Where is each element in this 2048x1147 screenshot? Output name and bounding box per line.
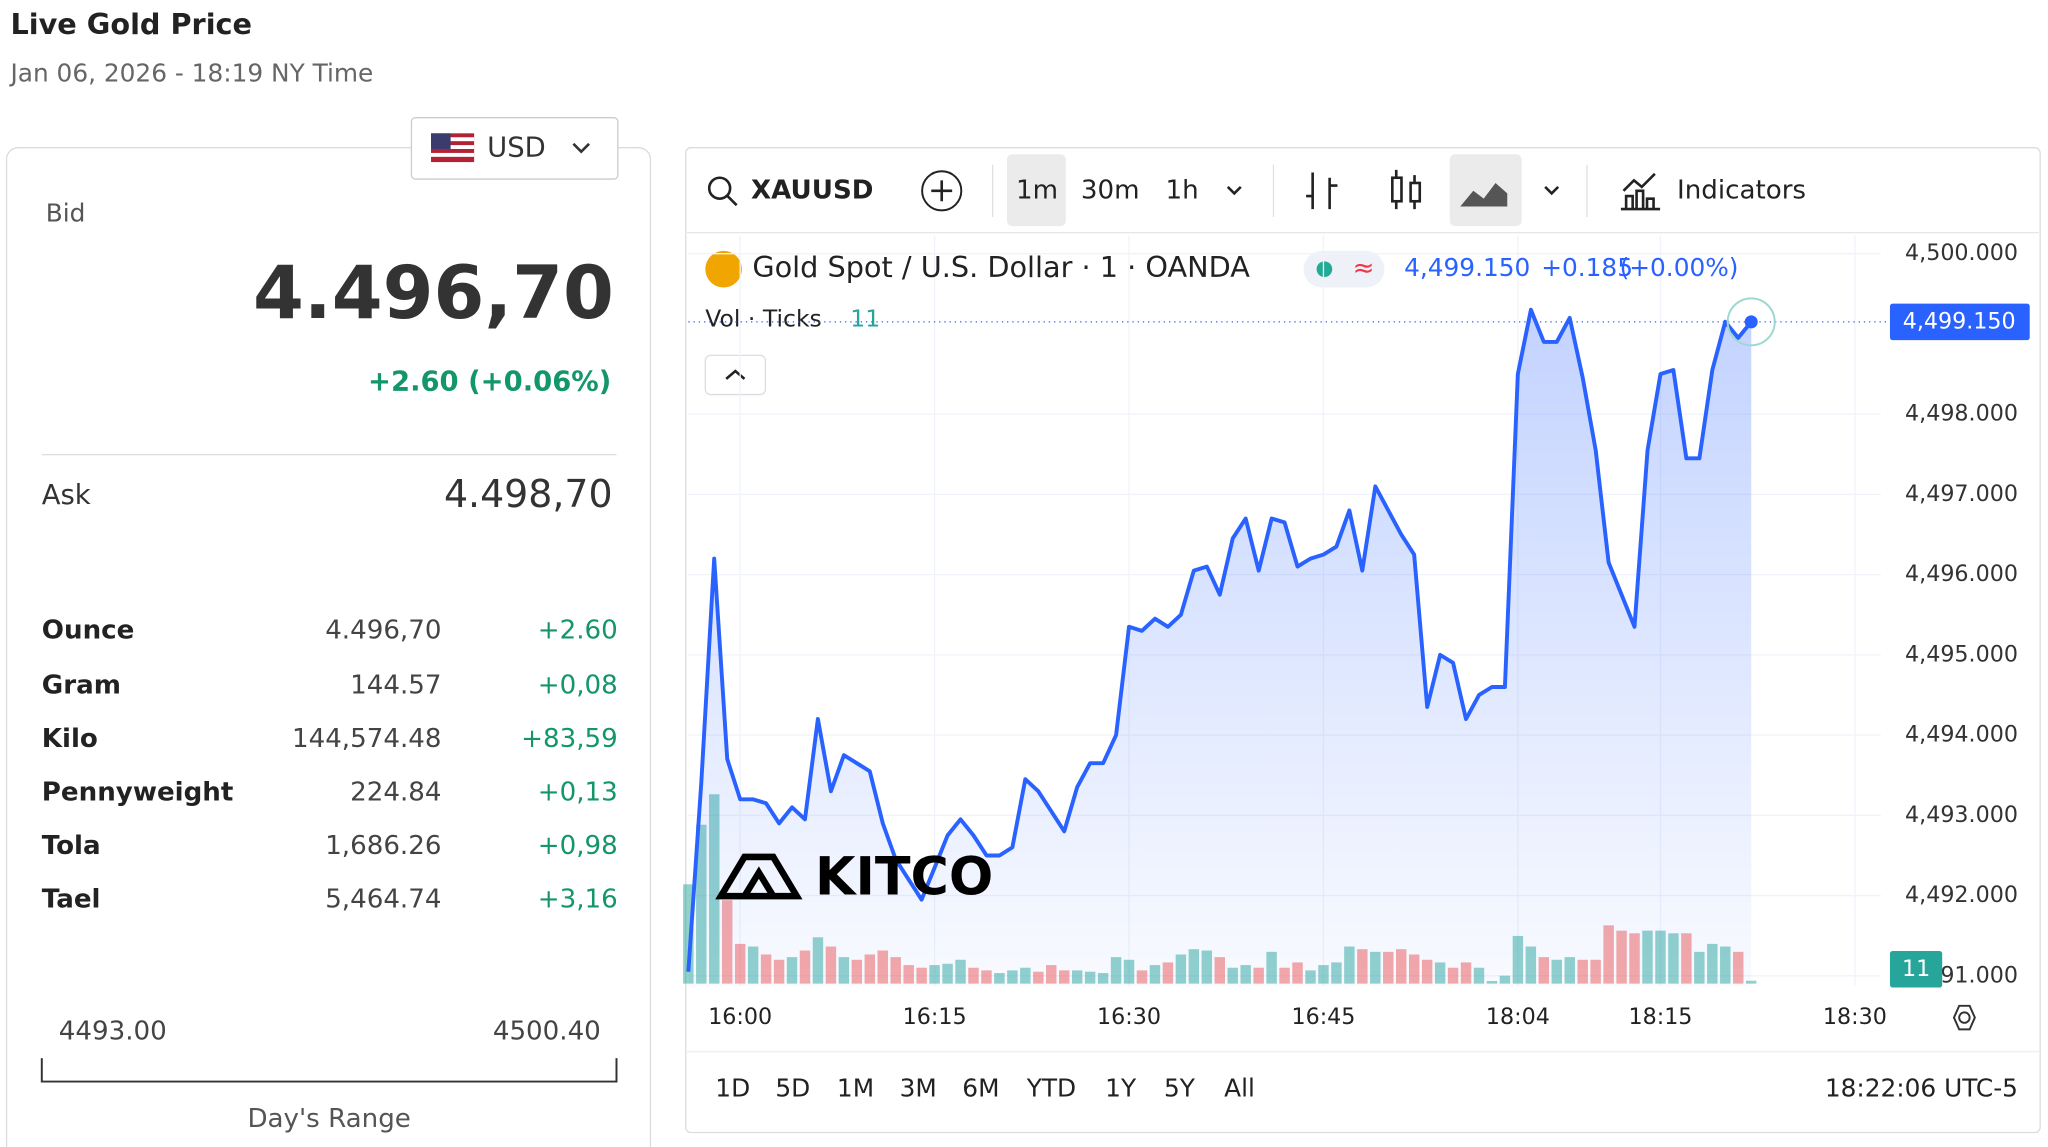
flag (431, 133, 475, 163)
unit-name: Gram (42, 670, 121, 700)
unit-name: Tola (42, 831, 101, 861)
unit-price: 144.57 (350, 670, 441, 700)
unit-price: 144,574.48 (292, 724, 442, 754)
y-tick-label: 4,497.000 (1905, 481, 2018, 507)
y-tick-label: 4,492.000 (1905, 882, 2018, 908)
unit-price: 4.496,70 (325, 615, 441, 645)
x-tick-label: 16:45 (1291, 1004, 1355, 1030)
last-price: 4,499.150 (1404, 253, 1530, 282)
indicators[interactable]: Indicators (1677, 175, 1806, 205)
range-button[interactable]: 5D (775, 1073, 810, 1102)
x-tick-label: 16:30 (1097, 1004, 1161, 1030)
delay-icon: ≈ (1353, 254, 1375, 284)
currency-select[interactable] (410, 117, 619, 180)
range-button[interactable]: 1M (837, 1073, 874, 1102)
interval[interactable]: 1h (1165, 175, 1198, 205)
unit-name: Kilo (42, 724, 98, 754)
range-button[interactable]: 1D (715, 1073, 750, 1102)
price-badge-label: 4,499.150 (1903, 308, 2016, 334)
interval[interactable]: 1m (1016, 175, 1058, 205)
y-tick-label: 4,500.000 (1905, 240, 2018, 266)
range-bracket (40, 1058, 618, 1083)
price-panel (5, 147, 652, 1147)
ask-price: 4.498,70 (444, 472, 613, 516)
unit-price: 5,464.74 (325, 885, 441, 915)
change-pct: (+0.00%) (1620, 253, 1739, 282)
change: +0.185 (1541, 253, 1633, 282)
chevron (572, 142, 590, 154)
range-button[interactable]: 1Y (1105, 1073, 1137, 1102)
y-tick-label: 4,495.000 (1905, 641, 2018, 667)
range-low: 4493.00 (59, 1016, 167, 1046)
interval[interactable]: 30m (1081, 175, 1140, 205)
area-icon (1460, 182, 1508, 207)
symbol: XAUUSD (751, 175, 873, 205)
chart-type-active (1449, 154, 1522, 227)
price-badge (1889, 303, 2030, 341)
y-tick-label: 4,496.000 (1905, 561, 2018, 587)
volume-badge (1889, 950, 1943, 988)
last-point-ring (1726, 297, 1776, 347)
x-tick-label: 18:04 (1486, 1004, 1550, 1030)
x-tick-label: 18:15 (1628, 1004, 1692, 1030)
watermark-logo (715, 853, 803, 900)
unit-change: +0,98 (538, 831, 618, 861)
collapse-button[interactable] (704, 354, 767, 396)
x-tick-label: 16:00 (708, 1004, 772, 1030)
unit-change: +83,59 (521, 724, 618, 754)
range-button[interactable]: YTD (1026, 1073, 1076, 1102)
page-title: Live Gold Price (10, 7, 252, 41)
symbol-icon (705, 250, 742, 288)
status-dot (1316, 261, 1333, 278)
area (688, 309, 1752, 987)
range-button[interactable]: 6M (962, 1073, 999, 1102)
y-tick-label: 4,498.000 (1905, 401, 2018, 427)
range-high: 4500.40 (493, 1016, 601, 1046)
unit-name: Ounce (42, 615, 135, 645)
currency: USD (487, 133, 546, 164)
range-button[interactable]: All (1224, 1073, 1255, 1102)
toolbar-icons (707, 169, 1661, 212)
unit-name: Tael (42, 885, 101, 915)
y-tick-label: 4,494.000 (1905, 722, 2018, 748)
clock: 18:22:06 UTC-5 (1825, 1073, 2018, 1102)
bid-price: 4.496,70 (253, 251, 614, 336)
unit-price: 224.84 (350, 777, 441, 807)
unit-price: 1,686.26 (325, 831, 441, 861)
price-line (686, 307, 1753, 972)
interval-active (1007, 154, 1066, 227)
volume-name: Vol · Ticks (705, 305, 822, 333)
unit-change: +0,08 (538, 670, 618, 700)
range-label: Day's Range (247, 1104, 410, 1134)
y-tick-label: 4,493.000 (1905, 802, 2018, 828)
range-button[interactable]: 3M (900, 1073, 937, 1102)
settings-icon[interactable] (1952, 1004, 1976, 1031)
unit-name: Pennyweight (42, 777, 234, 807)
bid-label: Bid (46, 198, 86, 227)
x-tick-label: 18:30 (1823, 1004, 1887, 1030)
ask-label: Ask (42, 480, 91, 511)
volume-bar (683, 884, 694, 984)
volume-last: 11 (850, 305, 880, 333)
caret (725, 369, 746, 380)
watermark: KITCO (815, 847, 993, 907)
unit-change: +2.60 (538, 615, 618, 645)
unit-change: +3,16 (538, 885, 618, 915)
series-name: Gold Spot / U.S. Dollar · 1 · OANDA (752, 250, 1250, 284)
last-point (1744, 315, 1758, 329)
range-button[interactable]: 5Y (1164, 1073, 1196, 1102)
x-tick-label: 16:15 (903, 1004, 967, 1030)
volume-badge-label: 11 (1902, 956, 1930, 982)
plot (683, 235, 1881, 987)
timestamp: Jan 06, 2026 - 18:19 NY Time (8, 59, 373, 88)
bid-change: +2.60 (+0.06%) (368, 366, 611, 397)
unit-change: +0,13 (538, 777, 618, 807)
